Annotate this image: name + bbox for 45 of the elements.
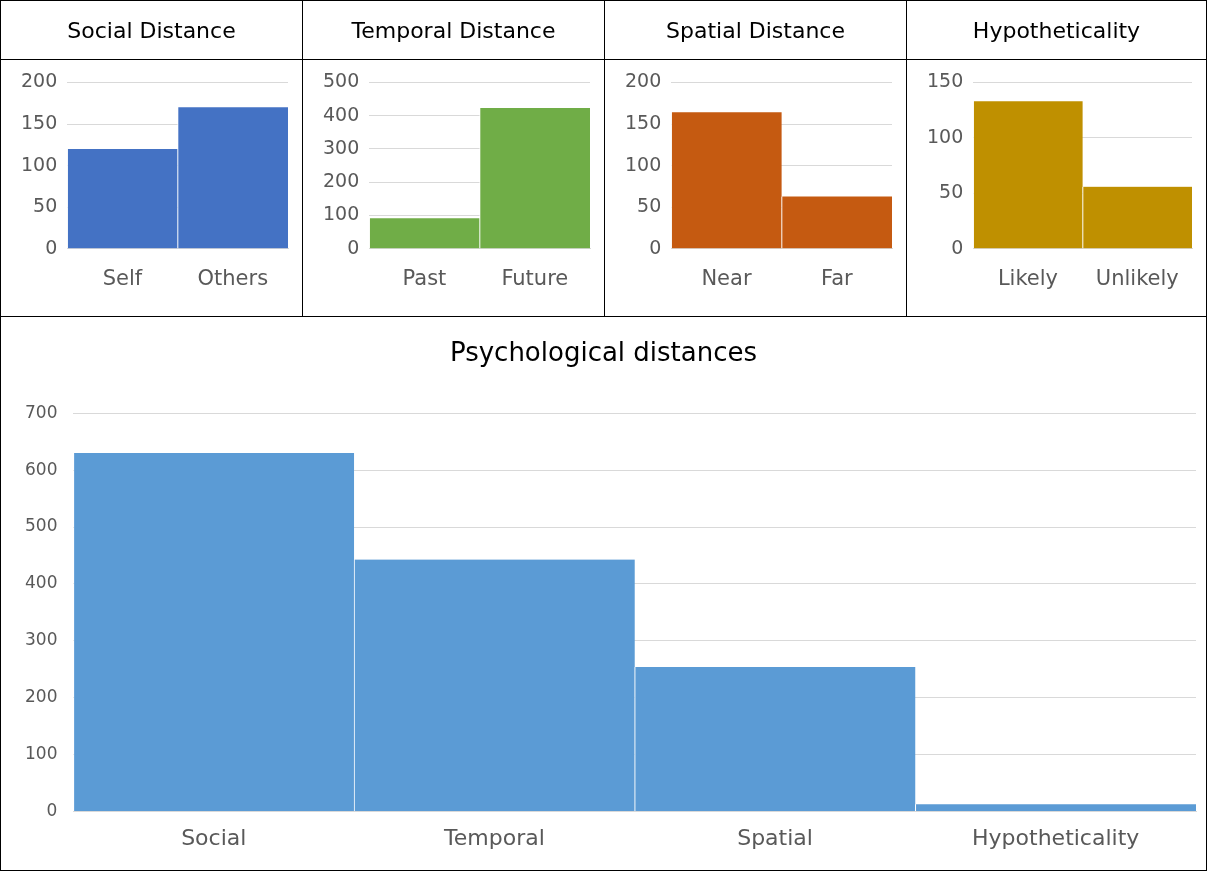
y-tick-label: 400 <box>24 572 58 593</box>
x-tick-label: Future <box>501 265 569 290</box>
x-tick-label: Social <box>181 824 247 850</box>
y-tick-label: 200 <box>24 686 58 707</box>
x-tick-label: Spatial <box>737 824 813 850</box>
chart-title: Social Distance <box>1 1 302 60</box>
x-tick-label: Others <box>197 265 269 290</box>
y-tick-label: 100 <box>24 743 58 764</box>
x-tick-label: Temporal <box>443 824 545 850</box>
y-tick-label: 150 <box>625 110 662 133</box>
chart-title: Spatial Distance <box>605 1 906 60</box>
x-tick-label: Hypotheticality <box>972 824 1140 850</box>
y-tick-label: 100 <box>625 152 662 175</box>
y-tick-label: 400 <box>323 102 360 125</box>
y-tick-label: 100 <box>927 124 964 147</box>
y-tick-label: 50 <box>637 194 662 217</box>
y-tick-label: 0 <box>46 800 58 821</box>
y-tick-label: 150 <box>927 69 964 92</box>
y-tick-label: 100 <box>21 152 58 175</box>
y-tick-label: 300 <box>323 135 360 158</box>
x-tick-label: Unlikely <box>1095 265 1179 290</box>
y-tick-label: 700 <box>24 401 58 422</box>
y-tick-label: 200 <box>21 69 58 92</box>
y-tick-label: 0 <box>649 235 662 258</box>
y-tick-label: 0 <box>951 235 964 258</box>
x-tick-label: Far <box>820 265 854 290</box>
x-tick-label: Self <box>102 265 143 290</box>
x-tick-label: Past <box>402 265 447 290</box>
y-tick-label: 200 <box>323 169 360 192</box>
chart-title: Hypotheticality <box>907 1 1206 60</box>
y-tick-label: 0 <box>347 235 360 258</box>
x-tick-label: Likely <box>997 265 1059 290</box>
y-tick-label: 50 <box>939 180 964 203</box>
chart-title: Psychological distances <box>448 336 759 369</box>
y-tick-label: 200 <box>625 69 662 92</box>
x-tick-label: Near <box>701 265 752 290</box>
y-tick-label: 50 <box>33 194 58 217</box>
y-tick-label: 500 <box>323 69 360 92</box>
y-tick-label: 300 <box>24 629 58 650</box>
y-tick-label: 500 <box>24 515 58 536</box>
y-tick-label: 100 <box>323 202 360 225</box>
y-tick-label: 0 <box>45 235 58 258</box>
y-tick-label: 600 <box>24 458 58 479</box>
y-tick-label: 150 <box>21 110 58 133</box>
chart-title: Temporal Distance <box>303 1 604 60</box>
